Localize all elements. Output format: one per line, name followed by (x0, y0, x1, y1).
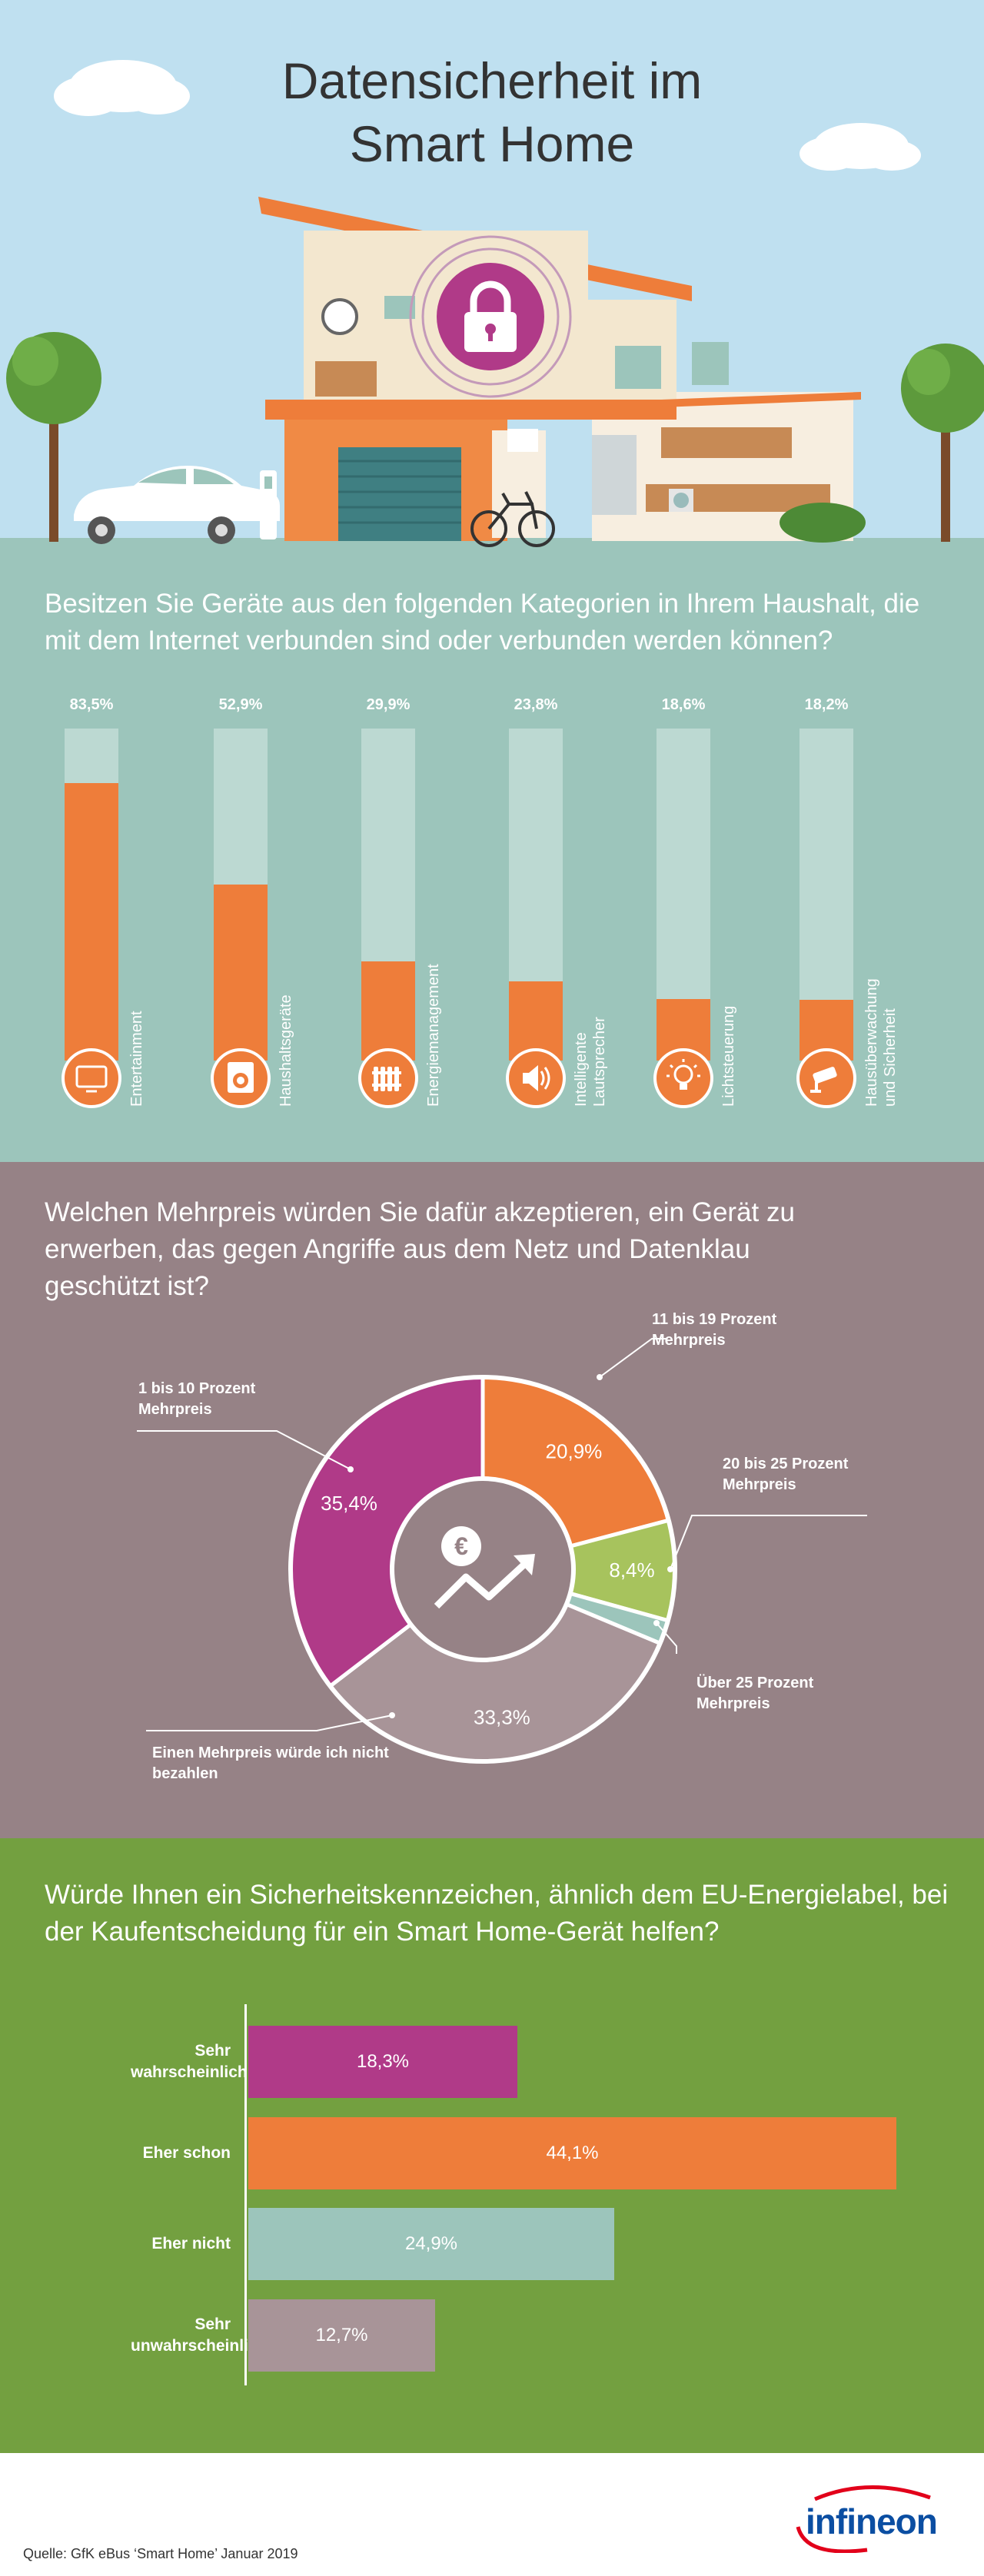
category-label: Hausüberwachung und Sicherheit (863, 978, 899, 1107)
infineon-logo: infineon (792, 2484, 946, 2553)
bar-value-label: 18,2% (804, 696, 849, 713)
hbar: 12,7% (248, 2299, 435, 2372)
label-section: Würde Ihnen ein Sicherheitskennzeichen, … (0, 1838, 984, 2453)
tree-icon (6, 332, 101, 542)
leader-line (656, 1622, 677, 1654)
bar-track (657, 729, 710, 1061)
category-label: Entertainment (128, 1011, 145, 1107)
category-label: Lichtsteuerung (720, 1005, 737, 1107)
bar-track (509, 729, 563, 1061)
svg-text:€: € (454, 1532, 468, 1560)
bar (65, 783, 118, 1061)
bar-track (214, 729, 268, 1061)
bar (509, 981, 563, 1061)
leader-dot (667, 1566, 673, 1572)
bicycle-icon (470, 491, 555, 547)
footer: infineon Quelle: GfK eBus ‘Smart Home’ J… (0, 2453, 984, 2576)
speaker-icon (506, 1048, 566, 1108)
slice-category-label: 1 bis 10 Prozent Mehrpreis (138, 1380, 256, 1418)
bar-value-label: 52,9% (218, 696, 263, 713)
bar-value-label: 83,5% (69, 696, 114, 713)
radiator-icon (358, 1048, 418, 1108)
bush-icon (780, 503, 866, 543)
hbar: 24,9% (248, 2208, 614, 2280)
slice-value-label: 35,4% (321, 1492, 377, 1515)
hbar-category-label: Sehr unwahrscheinlich (131, 2315, 268, 2355)
euro-growth-icon: € (434, 1526, 535, 1609)
bar-value-label: 18,6% (661, 696, 706, 713)
slice-value-label: 20,9% (546, 1439, 603, 1462)
question-devices: Besitzen Sie Geräte aus den folgenden Ka… (45, 589, 920, 656)
hbar-category-label: Sehr wahrscheinlich (131, 2042, 248, 2081)
cloud-icon (54, 60, 190, 116)
cloud-icon (800, 123, 921, 171)
category-label: Energiemanagement (425, 964, 442, 1107)
slice-value-label: 8,4% (609, 1559, 654, 1582)
lightbulb-icon (653, 1048, 713, 1108)
source-note: Quelle: GfK eBus ‘Smart Home’ Januar 201… (23, 2546, 298, 2561)
tv-icon (62, 1048, 121, 1108)
leader-line (670, 1515, 867, 1570)
house-icon (258, 197, 861, 541)
question-price: Welchen Mehrpreis würden Sie dafür akzep… (45, 1197, 795, 1301)
hbar-value-label: 18,3% (356, 2051, 410, 2072)
hbar: 18,3% (248, 2026, 517, 2098)
axis-line (244, 2004, 247, 2385)
hbar: 44,1% (248, 2117, 896, 2189)
security-camera-icon (796, 1048, 856, 1108)
bar (361, 961, 415, 1061)
bar-track (65, 729, 118, 1061)
slice-category-label: Einen Mehrpreis würde ich nicht bezahlen (152, 1744, 389, 1782)
leader-line (599, 1338, 667, 1378)
washing-machine-icon (211, 1048, 271, 1108)
page-title: Datensicherheit im Smart Home (0, 49, 984, 175)
leader-line (137, 1430, 351, 1470)
donut-outline (288, 1375, 677, 1764)
logo-text: infineon (806, 2501, 938, 2541)
lock-icon (409, 235, 572, 398)
leader-dot (597, 1374, 603, 1380)
hbar-category-label: Eher schon (142, 2144, 231, 2162)
hbar-value-label: 44,1% (546, 2143, 599, 2163)
hero-section: Datensicherheit im Smart Home (0, 0, 984, 547)
donut-hole (390, 1476, 576, 1662)
category-label: Haushaltsgeräte (278, 994, 294, 1107)
title-line-2: Smart Home (349, 115, 635, 172)
title-line-1: Datensicherheit im (281, 52, 703, 109)
price-section: Welchen Mehrpreis würden Sie dafür akzep… (0, 1162, 984, 1838)
hbar-value-label: 12,7% (315, 2325, 368, 2345)
leader-dot (389, 1712, 395, 1718)
smart-home-illustration (0, 60, 984, 547)
slice-category-label: Über 25 Prozent Mehrpreis (696, 1675, 814, 1712)
car-icon (74, 466, 280, 544)
bar-track (800, 729, 853, 1061)
slice-category-label: 11 bis 19 Prozent Mehrpreis (652, 1311, 777, 1349)
category-label: Intelligente Lautsprecher (573, 1017, 608, 1107)
hbar-category-label: Eher nicht (151, 2235, 231, 2252)
bar (214, 885, 268, 1061)
bar-track (361, 729, 415, 1061)
logo-swoosh-icon (796, 2485, 931, 2553)
leader-line (146, 1715, 393, 1731)
bar-value-label: 23,8% (514, 696, 558, 713)
hbar-value-label: 24,9% (404, 2233, 458, 2254)
slice-category-label: 20 bis 25 Prozent Mehrpreis (723, 1456, 849, 1493)
leader-dot (347, 1466, 354, 1472)
question-label: Würde Ihnen ein Sicherheitskennzeichen, … (45, 1880, 949, 1947)
bar-value-label: 29,9% (366, 696, 411, 713)
tree-icon (901, 344, 984, 542)
price-donut-chart: €20,9% 8,4% 33,3% 35,4% (137, 1338, 867, 1764)
slice-value-label: 33,3% (474, 1705, 530, 1728)
leader-dot (653, 1620, 660, 1626)
devices-section: Besitzen Sie Geräte aus den folgenden Ka… (0, 547, 984, 1162)
